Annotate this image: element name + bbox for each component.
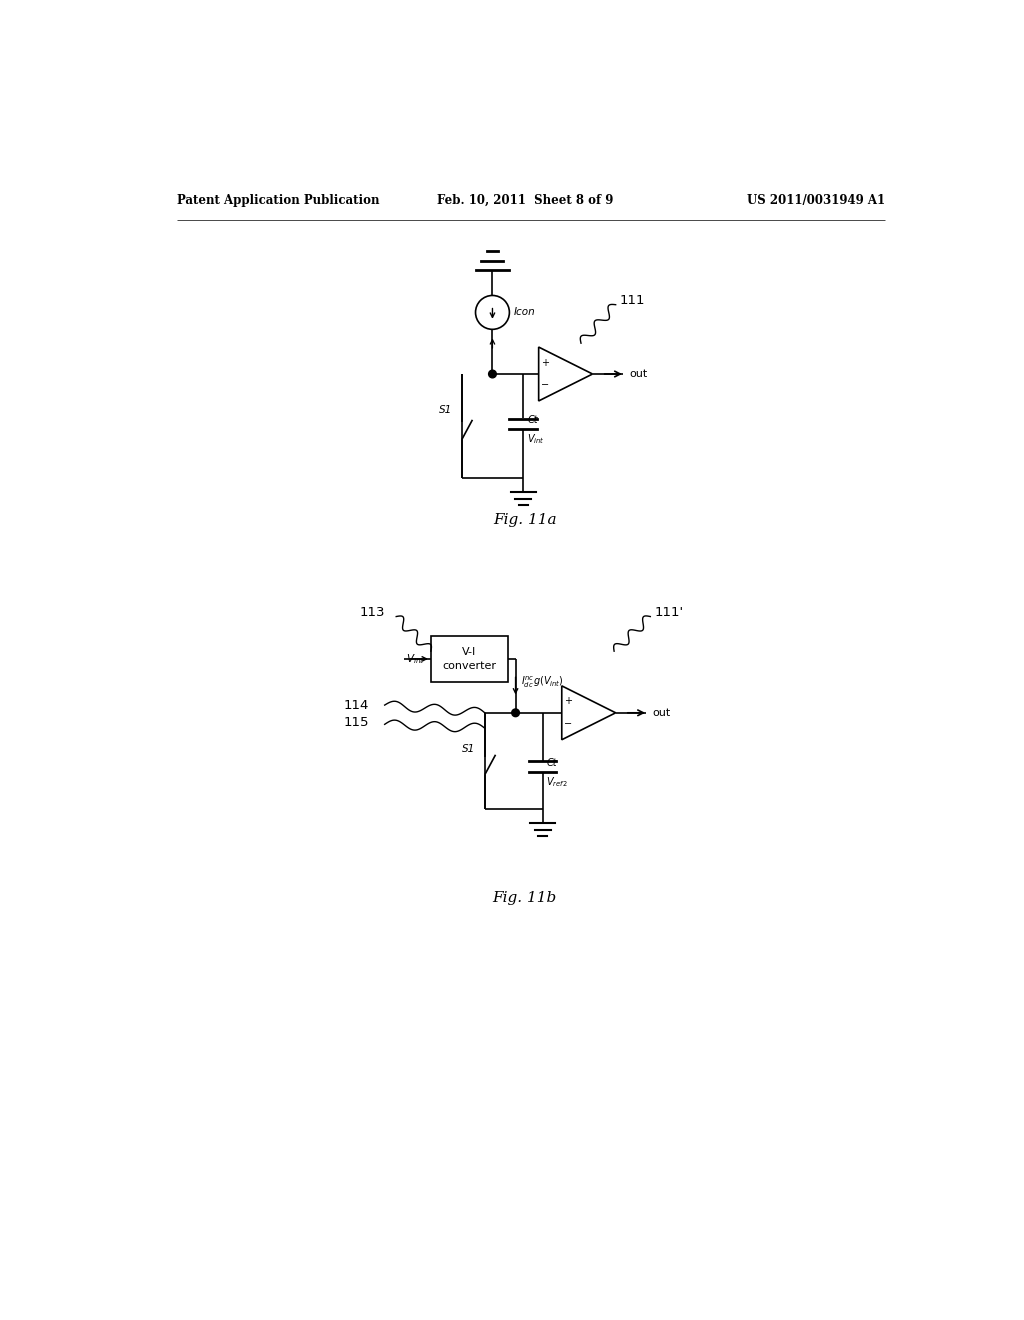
Text: $I_{dc}^{nc}g(V_{int})$: $I_{dc}^{nc}g(V_{int})$: [521, 675, 564, 689]
Text: Fig. 11b: Fig. 11b: [493, 891, 557, 904]
Text: $V_{int}$: $V_{int}$: [406, 652, 425, 665]
Text: 111: 111: [620, 294, 645, 308]
Text: 113: 113: [359, 606, 385, 619]
Text: $V_{int}$: $V_{int}$: [527, 433, 545, 446]
Text: Feb. 10, 2011  Sheet 8 of 9: Feb. 10, 2011 Sheet 8 of 9: [436, 194, 613, 207]
Text: out: out: [630, 370, 648, 379]
Text: Fig. 11a: Fig. 11a: [493, 513, 557, 527]
Text: +: +: [541, 358, 549, 368]
Circle shape: [488, 370, 497, 378]
Text: 115: 115: [344, 717, 370, 730]
Text: out: out: [652, 708, 671, 718]
Text: Ct: Ct: [547, 758, 557, 768]
Circle shape: [512, 709, 519, 717]
Text: +: +: [564, 697, 572, 706]
Text: Patent Application Publication: Patent Application Publication: [177, 194, 379, 207]
Text: Ct: Ct: [527, 416, 538, 425]
Text: V-I
converter: V-I converter: [442, 647, 497, 671]
Text: 111': 111': [654, 606, 683, 619]
Text: S1: S1: [462, 744, 475, 754]
Text: 114: 114: [344, 698, 370, 711]
Text: US 2011/0031949 A1: US 2011/0031949 A1: [748, 194, 885, 207]
Text: Icon: Icon: [514, 308, 536, 317]
Text: −: −: [541, 380, 549, 391]
Text: S1: S1: [439, 405, 453, 416]
Text: $V_{ref2}$: $V_{ref2}$: [547, 775, 568, 789]
Text: −: −: [564, 719, 572, 729]
